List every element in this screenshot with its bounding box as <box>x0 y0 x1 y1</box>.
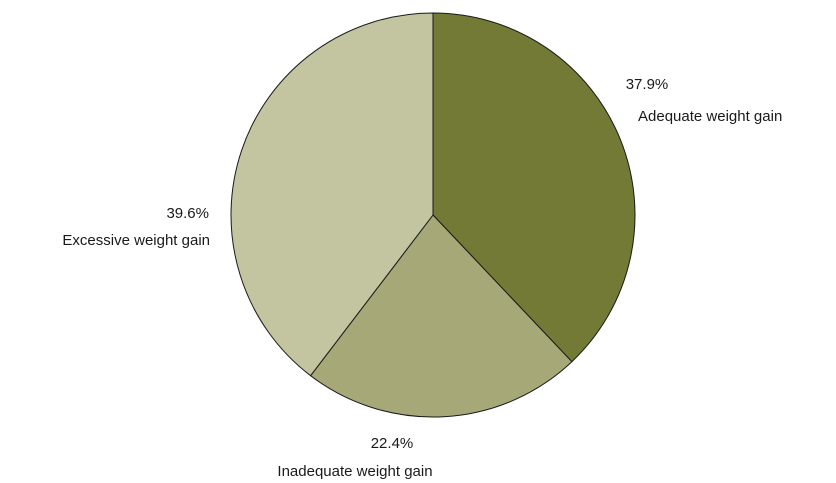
excessive-percent-label: 39.6% <box>166 205 209 222</box>
pie-slice-inadequate-weight-gain <box>310 214 573 418</box>
adequate-category-label: Adequate weight gain <box>638 108 782 125</box>
excessive-category-label: Excessive weight gain <box>62 232 210 249</box>
pie-slice-adequate-weight-gain <box>432 12 636 363</box>
pie-slice-excessive-weight-gain <box>230 12 434 377</box>
inadequate-category-label: Inadequate weight gain <box>277 463 432 480</box>
adequate-percent-label: 37.9% <box>626 76 669 93</box>
pie-slices <box>230 12 636 418</box>
inadequate-percent-label: 22.4% <box>371 435 414 452</box>
